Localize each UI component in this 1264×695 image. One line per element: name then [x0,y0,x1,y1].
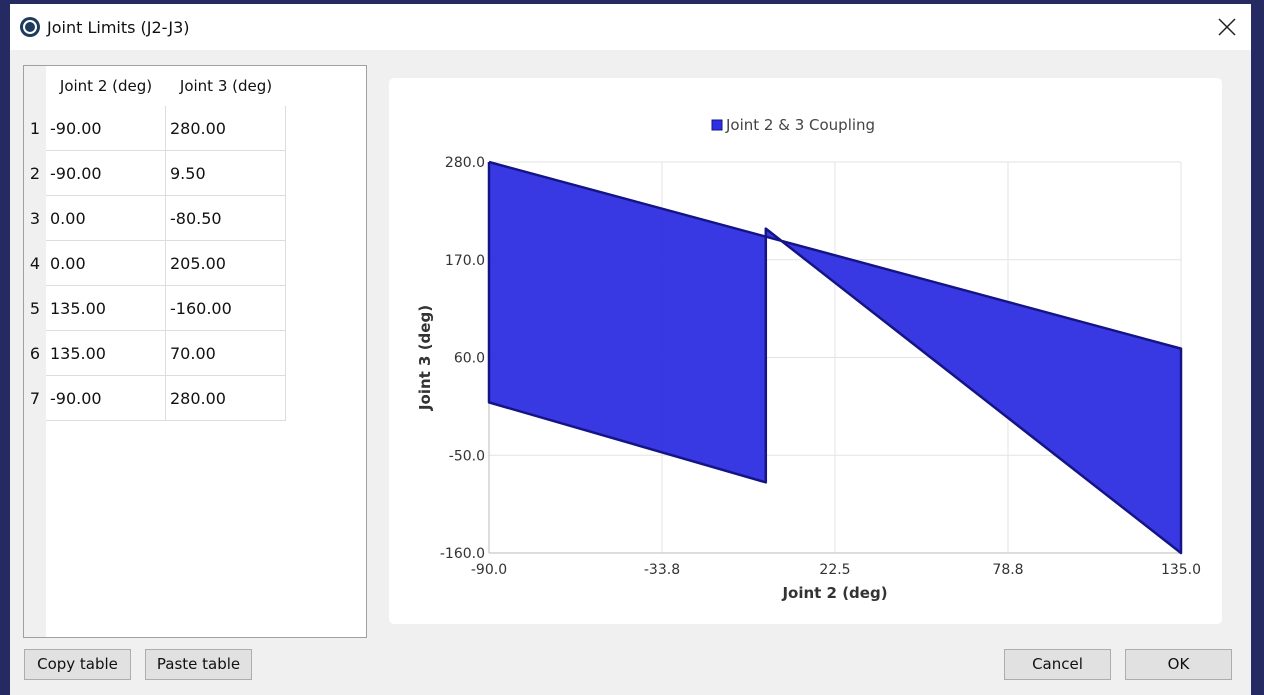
app-icon [20,17,40,37]
x-tick-label: -33.8 [644,562,680,578]
x-axis-title: Joint 2 (deg) [781,584,887,602]
window-title: Joint Limits (J2-J3) [47,18,190,37]
y-tick-label: -160.0 [440,546,485,562]
table-cell: 135.00 [46,331,166,376]
y-tick-label: 60.0 [454,351,485,367]
x-tick-label: 78.8 [992,562,1023,578]
table-cell: 135.00 [46,286,166,331]
y-axis-title: Joint 3 (deg) [416,305,434,411]
legend-label: Joint 2 & 3 Coupling [725,116,875,134]
table-cell: 9.50 [166,151,286,196]
column-header: Joint 3 (deg) [166,66,286,106]
row-label: 4 [24,241,46,286]
row-label: 5 [24,286,46,331]
legend-swatch [711,119,723,131]
table-cell: -80.50 [166,196,286,241]
close-button[interactable] [1218,18,1236,36]
table-cell: 280.00 [166,376,286,421]
column-header: Joint 2 (deg) [46,66,166,106]
table-cell: -90.00 [46,151,166,196]
coupling-area [487,160,1183,555]
x-tick-label: -90.0 [471,562,507,578]
y-tick-label: 170.0 [445,253,485,269]
paste-button[interactable]: Paste table [145,649,252,680]
row-label: 2 [24,151,46,196]
y-tick-label: -50.0 [449,448,485,464]
y-tick-label: 280.0 [445,155,485,171]
row-label: 1 [24,106,46,151]
dialog: Joint Limits (J2-J3) Joint 2 (deg) Joint … [10,4,1251,695]
chart-panel: -160.0 -50.0 60.0 170.0 280.0 -90.0 -33.8 22.5 7… [389,78,1222,624]
table-panel: Joint 2 (deg) Joint 3 (deg) 1 -90.00 280.00 2… [23,65,367,638]
table-cell: -160.00 [166,286,286,331]
ok-button[interactable]: OK [1125,649,1232,680]
table-cell: 280.00 [166,106,286,151]
x-tick-label: 135.0 [1161,562,1201,578]
x-tick-label: 22.5 [819,562,850,578]
table-cell: 0.00 [46,241,166,286]
copy-button[interactable]: Copy table [24,649,131,680]
cancel-button[interactable]: Cancel [1004,649,1111,680]
row-label: 7 [24,376,46,421]
table-cell: 70.00 [166,331,286,376]
table-cell: -90.00 [46,106,166,151]
chart: -160.0 -50.0 60.0 170.0 280.0 -90.0 -33.8 22.5 7… [416,116,1201,602]
row-label: 3 [24,196,46,241]
table-cell: 205.00 [166,241,286,286]
table-cell: -90.00 [46,376,166,421]
title-bar: Joint Limits (J2-J3) [10,4,1251,50]
row-label: 6 [24,331,46,376]
table-cell: 0.00 [46,196,166,241]
